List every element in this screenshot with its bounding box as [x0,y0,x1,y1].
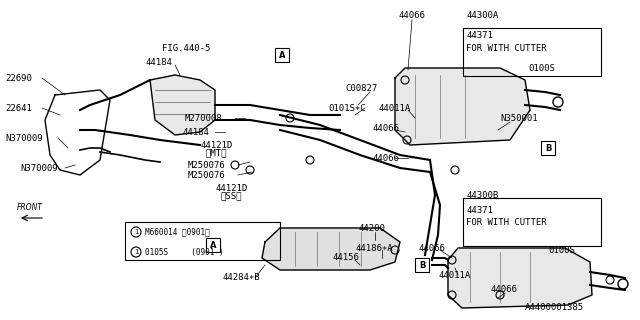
Text: 44186∗A: 44186∗A [355,244,392,252]
Polygon shape [448,248,592,308]
Polygon shape [150,75,215,135]
Polygon shape [395,68,530,145]
Text: A: A [279,51,285,60]
Text: 44300B: 44300B [466,190,499,199]
Bar [541,141,555,155]
Text: 0100S: 0100S [548,245,575,254]
Text: 44371: 44371 [466,205,493,214]
Text: 44011A: 44011A [378,103,410,113]
Text: 44371: 44371 [466,30,493,39]
Text: 0105S     (0901-): 0105S (0901-) [145,247,223,257]
Bar [125,222,280,260]
Text: 22690: 22690 [5,74,32,83]
Text: 44121D: 44121D [215,183,247,193]
Text: 44184: 44184 [182,127,209,137]
Text: M250076: M250076 [188,171,226,180]
Text: 22641: 22641 [5,103,32,113]
Text: 1: 1 [134,249,138,255]
Text: 44066: 44066 [372,154,399,163]
Text: 44300A: 44300A [466,11,499,20]
Text: 1: 1 [134,229,138,235]
Text: 44066: 44066 [418,244,445,252]
Text: 44066: 44066 [372,124,399,132]
Text: 44284∗B: 44284∗B [222,274,260,283]
Bar [206,238,220,252]
Text: M660014 ゐ0901〉: M660014 ゐ0901〉 [145,228,210,236]
Text: N370009: N370009 [20,164,58,172]
Text: 0100S: 0100S [528,63,555,73]
Text: 〈SS〉: 〈SS〉 [220,191,241,201]
Polygon shape [262,228,400,270]
Text: FOR WITH CUTTER: FOR WITH CUTTER [466,44,547,52]
Text: FIG.440-5: FIG.440-5 [162,44,211,52]
Bar [463,198,601,246]
Text: FOR WITH CUTTER: FOR WITH CUTTER [466,218,547,227]
Text: A4400001385: A4400001385 [525,303,584,313]
Text: N370009: N370009 [5,133,43,142]
Text: 44184: 44184 [145,58,172,67]
Bar [275,48,289,62]
Bar [463,28,601,76]
Text: 44066: 44066 [398,11,425,20]
Text: 44121D: 44121D [200,140,232,149]
Text: N350001: N350001 [500,114,538,123]
Text: B: B [419,260,425,269]
Text: 〈MT〉: 〈MT〉 [205,148,227,157]
Text: B: B [545,143,551,153]
Text: A: A [210,241,216,250]
Text: 44066: 44066 [490,285,517,294]
Text: M250076: M250076 [188,161,226,170]
Text: C00827: C00827 [345,84,377,92]
Text: 44156: 44156 [332,253,359,262]
Text: M270008: M270008 [185,114,223,123]
Text: 44200: 44200 [358,223,385,233]
Text: FRONT: FRONT [17,203,43,212]
Text: 44011A: 44011A [438,270,470,279]
Text: 0101S∗C: 0101S∗C [328,103,365,113]
Bar [415,258,429,272]
